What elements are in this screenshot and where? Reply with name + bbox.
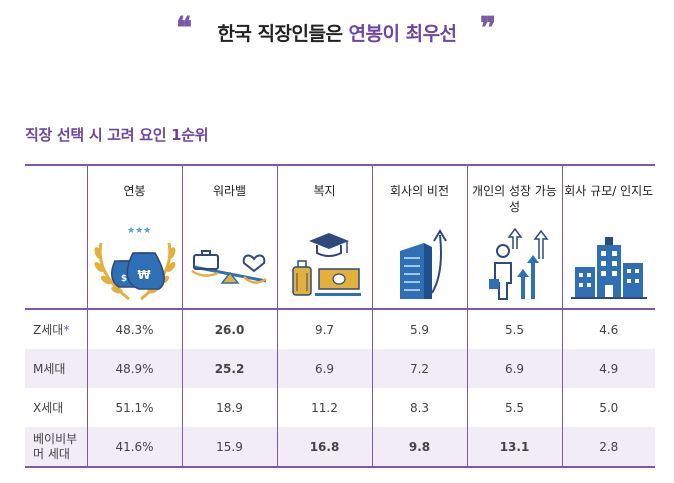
table-cell: 5.5	[466, 308, 562, 349]
table-bottom-rule	[25, 466, 655, 469]
column-label: 워라밸	[212, 184, 247, 198]
page-header: ❝ 한국 직장인들은 연봉이 최우선 ❞	[0, 14, 674, 50]
table-row: Z세대* 48.3% 26.0 9.7 5.9 5.5 4.6	[25, 308, 655, 349]
section-subtitle: 직장 선택 시 고려 요인 1순위	[25, 126, 209, 144]
table-cell: 48.3%	[86, 308, 182, 349]
survey-table: 연봉 ★★★	[25, 164, 655, 469]
table-header-row: 연봉 ★★★	[25, 164, 655, 309]
table-cell: 9.7	[276, 308, 372, 349]
row-label: M세대	[25, 349, 87, 388]
svg-text:₩: ₩	[137, 268, 151, 282]
table-cell: 7.2	[371, 349, 467, 388]
table-cell: 5.0	[561, 388, 655, 427]
table-cell: 5.9	[371, 308, 467, 349]
table-cell: 26.0	[181, 308, 277, 349]
table-cell: 18.9	[181, 388, 277, 427]
column-header-salary: 연봉 ★★★	[86, 164, 182, 309]
table-cell: 5.5	[466, 388, 562, 427]
title-accent: 연봉이 최우선	[348, 22, 458, 45]
table-row: 베이비부머 세대 41.6% 15.9 16.8 9.8 13.1 2.8	[25, 427, 655, 467]
table-row: X세대 51.1% 18.9 11.2 8.3 5.5 5.0	[25, 388, 655, 427]
buildings-icon	[570, 237, 647, 299]
svg-text:★★★: ★★★	[127, 226, 151, 236]
footnote-star: *	[63, 323, 70, 337]
table-cell: 9.8	[371, 427, 467, 467]
row-label: 베이비부머 세대	[25, 427, 87, 467]
table-row: M세대 48.9% 25.2 6.9 7.2 6.9 4.9	[25, 349, 655, 388]
row-label: X세대	[33, 401, 64, 415]
money-bags-icon: ★★★ ₩ $	[94, 226, 175, 301]
column-label: 회사의 비전	[389, 184, 449, 198]
table-cell: 6.9	[276, 349, 372, 388]
balance-scale-icon	[190, 250, 267, 284]
row-label-text: Z세대	[33, 323, 64, 337]
table-cell: 4.9	[561, 349, 655, 388]
svg-text:$: $	[120, 274, 126, 284]
table-cell: 16.8	[276, 427, 372, 467]
title-main: 한국 직장인들은	[217, 22, 349, 45]
row-label: Z세대*	[25, 308, 87, 349]
header-corner	[25, 164, 87, 309]
table-cell: 4.6	[561, 308, 655, 349]
quote-close-icon: ❞	[480, 11, 497, 46]
table-cell: 6.9	[466, 349, 562, 388]
table-cell: 48.9%	[86, 349, 182, 388]
graduation-luggage-icon	[291, 233, 361, 296]
table-cell: 13.1	[466, 427, 562, 467]
column-header-vision: 회사의 비전	[371, 164, 467, 309]
column-header-worklife: 워라밸	[181, 164, 277, 309]
table-cell: 25.2	[181, 349, 277, 388]
column-label: 개인의 성장 가능성	[472, 184, 557, 214]
column-header-growth: 개인의 성장 가능성	[466, 164, 562, 309]
table-cell: 8.3	[371, 388, 467, 427]
table-cell: 15.9	[181, 427, 277, 467]
column-label: 회사 규모/ 인지도	[564, 184, 654, 198]
table-cell: 11.2	[276, 388, 372, 427]
column-header-size: 회사 규모/ 인지도	[561, 164, 655, 309]
table-cell: 2.8	[561, 427, 655, 467]
table-cell: 51.1%	[86, 388, 182, 427]
column-header-welfare: 복지	[276, 164, 372, 309]
table-cell: 41.6%	[86, 427, 182, 467]
quote-open-icon: ❝	[176, 11, 193, 46]
page-title: 한국 직장인들은 연봉이 최우선	[217, 19, 458, 46]
person-growth-icon	[488, 227, 548, 300]
column-label: 연봉	[123, 184, 146, 198]
column-label: 복지	[313, 184, 336, 198]
building-arrow-icon	[399, 229, 447, 299]
